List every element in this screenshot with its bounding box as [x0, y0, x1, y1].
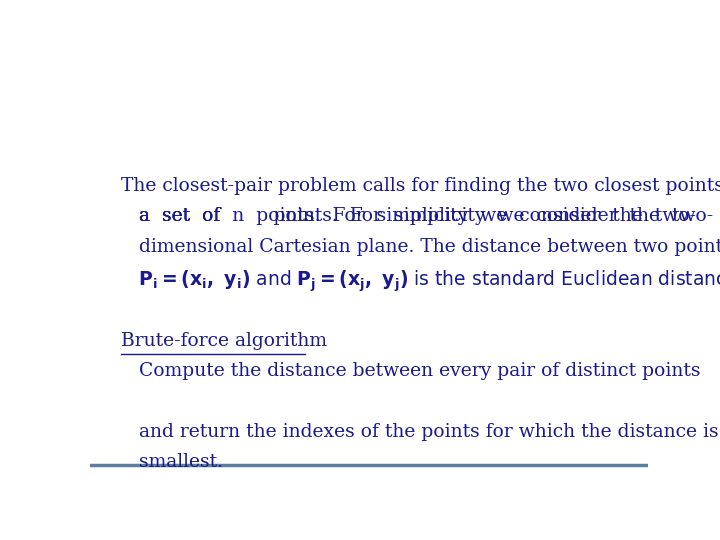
Text: Compute the distance between every pair of distinct points: Compute the distance between every pair … [121, 362, 700, 380]
Text: a  set  of: a set of [121, 207, 232, 225]
Text: The closest-pair problem calls for finding the two closest points in: The closest-pair problem calls for findi… [121, 177, 720, 195]
Text: a  set  of             points.  For  simplicity  we  consider  the  two-: a set of points. For simplicity we consi… [121, 207, 713, 225]
Text: smallest.: smallest. [121, 453, 222, 471]
Text: $\mathbf{P_i = (x_i,\ y_i)}$ and $\mathbf{P_j = (x_j,\ y_j)}$ is the standard Eu: $\mathbf{P_i = (x_i,\ y_i)}$ and $\mathb… [121, 268, 720, 294]
Text: a  set  of  n  points.  For  simplicity  we  consider  the  two-: a set of n points. For simplicity we con… [121, 207, 696, 225]
Text: dimensional Cartesian plane. The distance between two points: dimensional Cartesian plane. The distanc… [121, 238, 720, 256]
Text: and return the indexes of the points for which the distance is the: and return the indexes of the points for… [121, 423, 720, 441]
Text: Brute-force algorithm: Brute-force algorithm [121, 332, 327, 350]
